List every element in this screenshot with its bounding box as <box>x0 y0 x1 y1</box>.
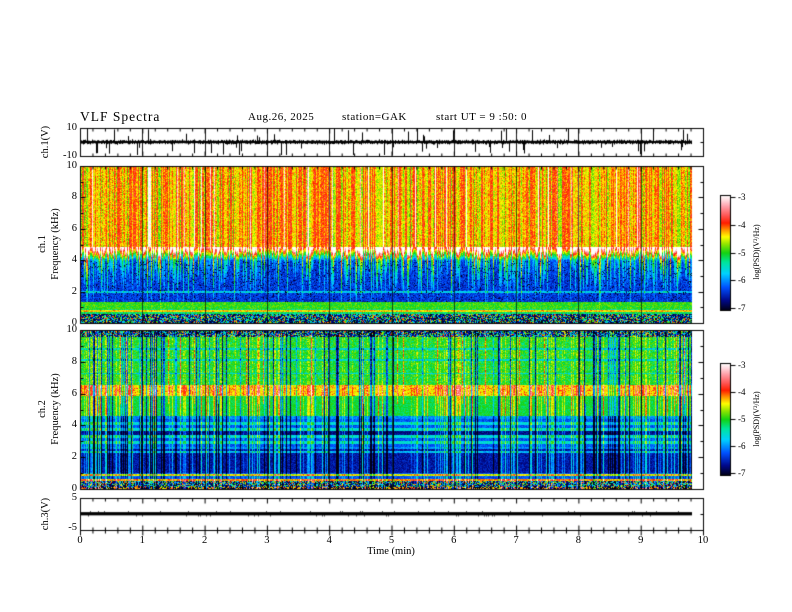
ch2-channel-label: ch.2 <box>36 400 48 418</box>
colorbar2-tick-label: -6 <box>738 441 746 451</box>
ch1-volts-axis-label: ch.1(V) <box>39 125 51 159</box>
ch1-freq-tick-label: 2 <box>71 285 77 297</box>
ch1-waveform-panel <box>80 128 703 156</box>
figure-title: VLF Spectra <box>80 109 161 124</box>
colorbar2-tick-label: -7 <box>738 468 746 478</box>
colorbar1-tick-label: -6 <box>738 275 746 286</box>
time-tick-label: 6 <box>451 535 457 546</box>
colorbar-ch2 <box>720 363 736 475</box>
ch2-freq-tick-label: 8 <box>71 355 77 367</box>
colorbar2-tick-label: -4 <box>738 387 746 397</box>
ch3-volts-tick-label: 5 <box>71 491 77 503</box>
ch2-freq-tick-label: 0 <box>71 483 77 494</box>
time-tick-label: 1 <box>139 535 145 546</box>
ch1-channel-label: ch.1 <box>36 235 48 253</box>
ch2-freq-axis-label: Frequency (kHz) <box>49 373 61 445</box>
ch1-volts-tick-label: -10 <box>63 149 77 161</box>
time-tick-label: 7 <box>513 535 519 546</box>
figure-start-ut: start UT = 9 :50: 0 <box>436 111 527 123</box>
time-tick-label: 9 <box>638 535 644 546</box>
colorbar1-tick-label: -5 <box>738 247 746 258</box>
time-tick-label: 8 <box>575 535 582 546</box>
time-tick-label: 5 <box>388 535 395 546</box>
ch1-freq-axis-label: Frequency (kHz) <box>49 208 61 280</box>
time-tick-label: 4 <box>326 535 332 546</box>
colorbar2-label: log(PSD)(V²/Hz) <box>752 391 761 447</box>
colorbar2-tick-label: -5 <box>738 414 746 424</box>
time-axis-label: Time (min) <box>367 546 415 557</box>
figure-date: Aug.26, 2025 <box>248 111 315 123</box>
ch1-freq-tick-label: 4 <box>71 254 77 266</box>
ch2-freq-tick-label: 10 <box>66 324 78 335</box>
time-tick-label: 3 <box>264 535 270 546</box>
ch3-volts-axis-label: ch.3(V) <box>39 497 51 531</box>
time-tick-label: 0 <box>77 535 83 546</box>
ch1-freq-tick-label: 8 <box>71 191 77 203</box>
colorbar1-tick-label: -7 <box>738 303 746 313</box>
colorbar2-tick-label: -3 <box>738 360 746 370</box>
ch1-spectrogram-panel <box>80 166 703 323</box>
ch3-waveform-panel <box>80 497 703 530</box>
time-tick-label: 10 <box>697 535 709 546</box>
ch1-volts-tick-label: 10 <box>66 122 78 133</box>
ch3-volts-tick-label: -5 <box>68 522 77 533</box>
ch1-freq-tick-label: 10 <box>66 160 78 171</box>
time-tick-label: 2 <box>201 535 208 546</box>
ch2-freq-tick-label: 4 <box>71 419 77 431</box>
ch1-freq-tick-label: 0 <box>71 317 77 328</box>
colorbar1-tick-label: -4 <box>738 219 746 230</box>
colorbar1-label: log(PSD)(V²/Hz) <box>752 224 761 280</box>
colorbar1-tick-label: -3 <box>738 192 746 202</box>
ch1-freq-tick-label: 6 <box>71 222 77 234</box>
ch2-freq-tick-label: 6 <box>71 387 77 399</box>
colorbar-ch1 <box>720 195 736 310</box>
ch2-spectrogram-panel <box>80 330 703 489</box>
ch2-freq-tick-label: 2 <box>71 451 77 463</box>
figure-station: station=GAK <box>342 111 407 123</box>
